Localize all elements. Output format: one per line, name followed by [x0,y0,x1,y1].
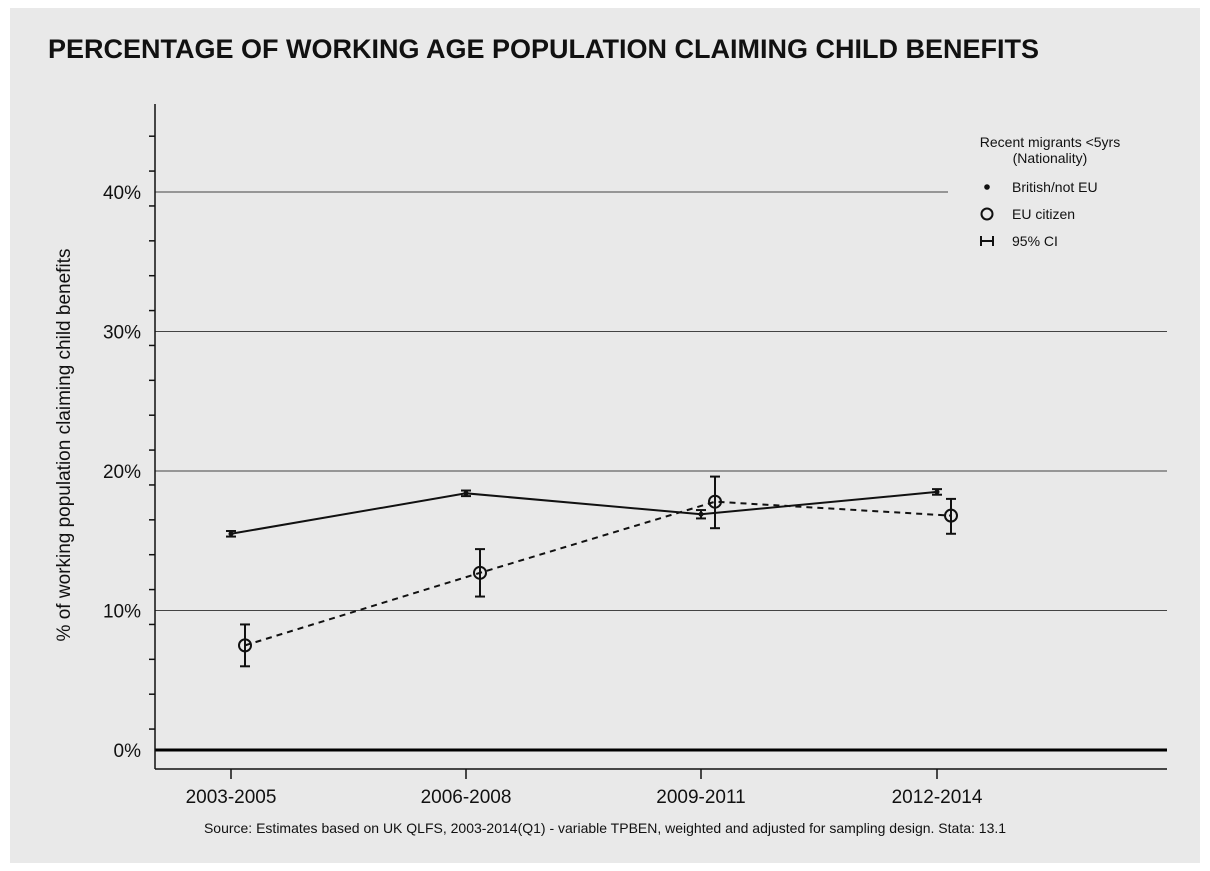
axes-layer: 0% 10% 20% 30% 40% 2003-2005 2006-2008 2009-201… [103,104,1167,808]
y-axis-label: % of working population claiming child b… [54,249,75,642]
y-tick-label: 10% [103,602,141,623]
series-line-british [230,490,938,535]
legend-title: Recent migrants <5yrs [980,134,1120,150]
y-tick-label: 30% [103,323,141,344]
chart-frame: PERCENTAGE OF WORKING AGE POPULATION CLA… [10,8,1200,863]
legend: Recent migrants <5yrs (Nationality) Brit… [948,128,1170,274]
x-tick-label: 2003-2005 [186,787,277,808]
y-tick-label: 40% [103,183,141,204]
source-note: Source: Estimates based on UK QLFS, 2003… [204,820,1006,836]
point-marker-eu [944,508,958,523]
grid-layer [155,191,1167,752]
chart-title: PERCENTAGE OF WORKING AGE POPULATION CLA… [48,34,1039,64]
series-layer [226,475,958,668]
point-marker-british [698,511,704,517]
chart-svg: PERCENTAGE OF WORKING AGE POPULATION CLA… [48,34,1170,836]
ci-bar-eu [710,475,720,530]
point-marker-eu [708,494,722,509]
x-tick-label: 2006-2008 [421,787,512,808]
x-tick-label: 2009-2011 [656,787,745,808]
point-marker-british [934,489,940,495]
legend-item-ci: 95% CI [1012,233,1058,249]
series-line-eu [244,500,952,647]
legend-hollow-circle-icon [980,207,994,221]
y-tick-label: 0% [114,741,142,762]
legend-dot-marker-icon [984,184,990,190]
ci-bar-eu [475,548,485,598]
legend-subtitle: (Nationality) [1013,150,1088,166]
legend-item-british: British/not EU [1012,179,1098,195]
point-marker-british [463,490,469,496]
point-marker-british [228,531,234,537]
x-tick-label: 2012-2014 [892,787,983,808]
point-marker-eu [473,565,487,580]
ci-bar-eu [946,497,956,535]
ci-bar-eu [240,623,250,668]
legend-item-eu: EU citizen [1012,206,1075,222]
y-tick-label: 20% [103,462,141,483]
point-marker-eu [238,638,252,653]
legend-ci-bar-icon [980,236,994,246]
legend-background [948,128,1170,274]
